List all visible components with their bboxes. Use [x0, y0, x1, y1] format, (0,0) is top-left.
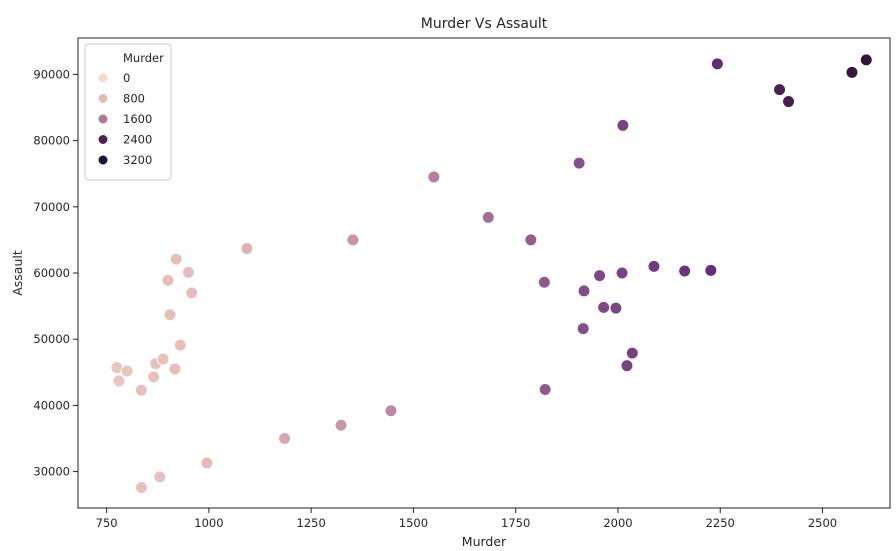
data-point: [704, 263, 718, 277]
x-axis-label: Murder: [462, 534, 507, 549]
data-point: [181, 265, 195, 279]
legend-marker: [97, 134, 109, 145]
data-point: [161, 273, 175, 287]
data-point: [112, 374, 126, 388]
y-tick-label: 80000: [33, 134, 70, 148]
data-point: [120, 364, 134, 378]
data-point: [576, 322, 590, 336]
y-tick-label: 60000: [33, 266, 70, 280]
data-point: [859, 53, 873, 67]
x-tick-label: 2000: [603, 516, 632, 530]
data-point: [538, 383, 552, 397]
data-point: [678, 264, 692, 278]
data-point: [169, 252, 183, 266]
chart-title: Murder Vs Assault: [421, 16, 548, 32]
data-point: [134, 480, 148, 494]
legend-marker: [97, 93, 109, 104]
data-point: [168, 362, 182, 376]
x-tick-label: 1000: [194, 516, 223, 530]
y-tick-label: 70000: [33, 200, 70, 214]
data-point: [773, 83, 787, 97]
data-point: [572, 156, 586, 170]
legend-label: 0: [123, 71, 130, 85]
data-point: [147, 370, 161, 384]
data-point: [615, 266, 629, 280]
data-point: [524, 233, 538, 247]
x-tick-label: 2250: [706, 516, 735, 530]
data-point: [609, 301, 623, 315]
plot-frame: [77, 37, 891, 509]
data-point: [782, 95, 796, 109]
x-tick-label: 1250: [297, 516, 326, 530]
data-point: [577, 284, 591, 298]
legend-label: 800: [123, 92, 145, 106]
data-point: [647, 259, 661, 273]
data-point: [845, 65, 859, 79]
y-tick-label: 90000: [33, 67, 70, 81]
data-point: [616, 118, 630, 132]
data-point: [200, 456, 214, 470]
data-point: [134, 383, 148, 397]
y-axis-label: Assault: [10, 250, 25, 296]
data-point: [173, 338, 187, 352]
data-point: [163, 308, 177, 322]
legend-marker: [97, 113, 109, 125]
x-tick-label: 750: [96, 516, 118, 530]
y-tick-label: 50000: [33, 332, 70, 346]
data-point: [334, 418, 348, 432]
data-point: [156, 352, 170, 366]
legend-label: 1600: [123, 112, 152, 126]
x-tick-label: 1500: [399, 516, 428, 530]
legend-label: 2400: [123, 133, 152, 147]
y-tick-label: 40000: [33, 398, 70, 412]
data-point: [185, 286, 199, 300]
data-point: [346, 233, 360, 247]
y-tick-label: 30000: [33, 465, 70, 479]
data-point: [240, 242, 254, 256]
legend-marker: [97, 72, 109, 84]
data-point: [625, 346, 639, 360]
data-point: [620, 359, 634, 373]
x-tick-label: 1750: [501, 516, 530, 530]
data-point: [384, 404, 398, 418]
data-point: [710, 57, 724, 71]
data-point: [597, 300, 611, 314]
data-point: [427, 170, 441, 184]
legend-label: 3200: [123, 153, 152, 167]
data-point: [153, 470, 167, 484]
data-point: [537, 275, 551, 289]
legend-marker: [97, 154, 109, 166]
legend-title: Murder: [123, 51, 164, 65]
data-point: [481, 210, 495, 224]
data-point: [593, 269, 607, 283]
x-tick-label: 2500: [808, 516, 837, 530]
data-point: [278, 431, 292, 445]
